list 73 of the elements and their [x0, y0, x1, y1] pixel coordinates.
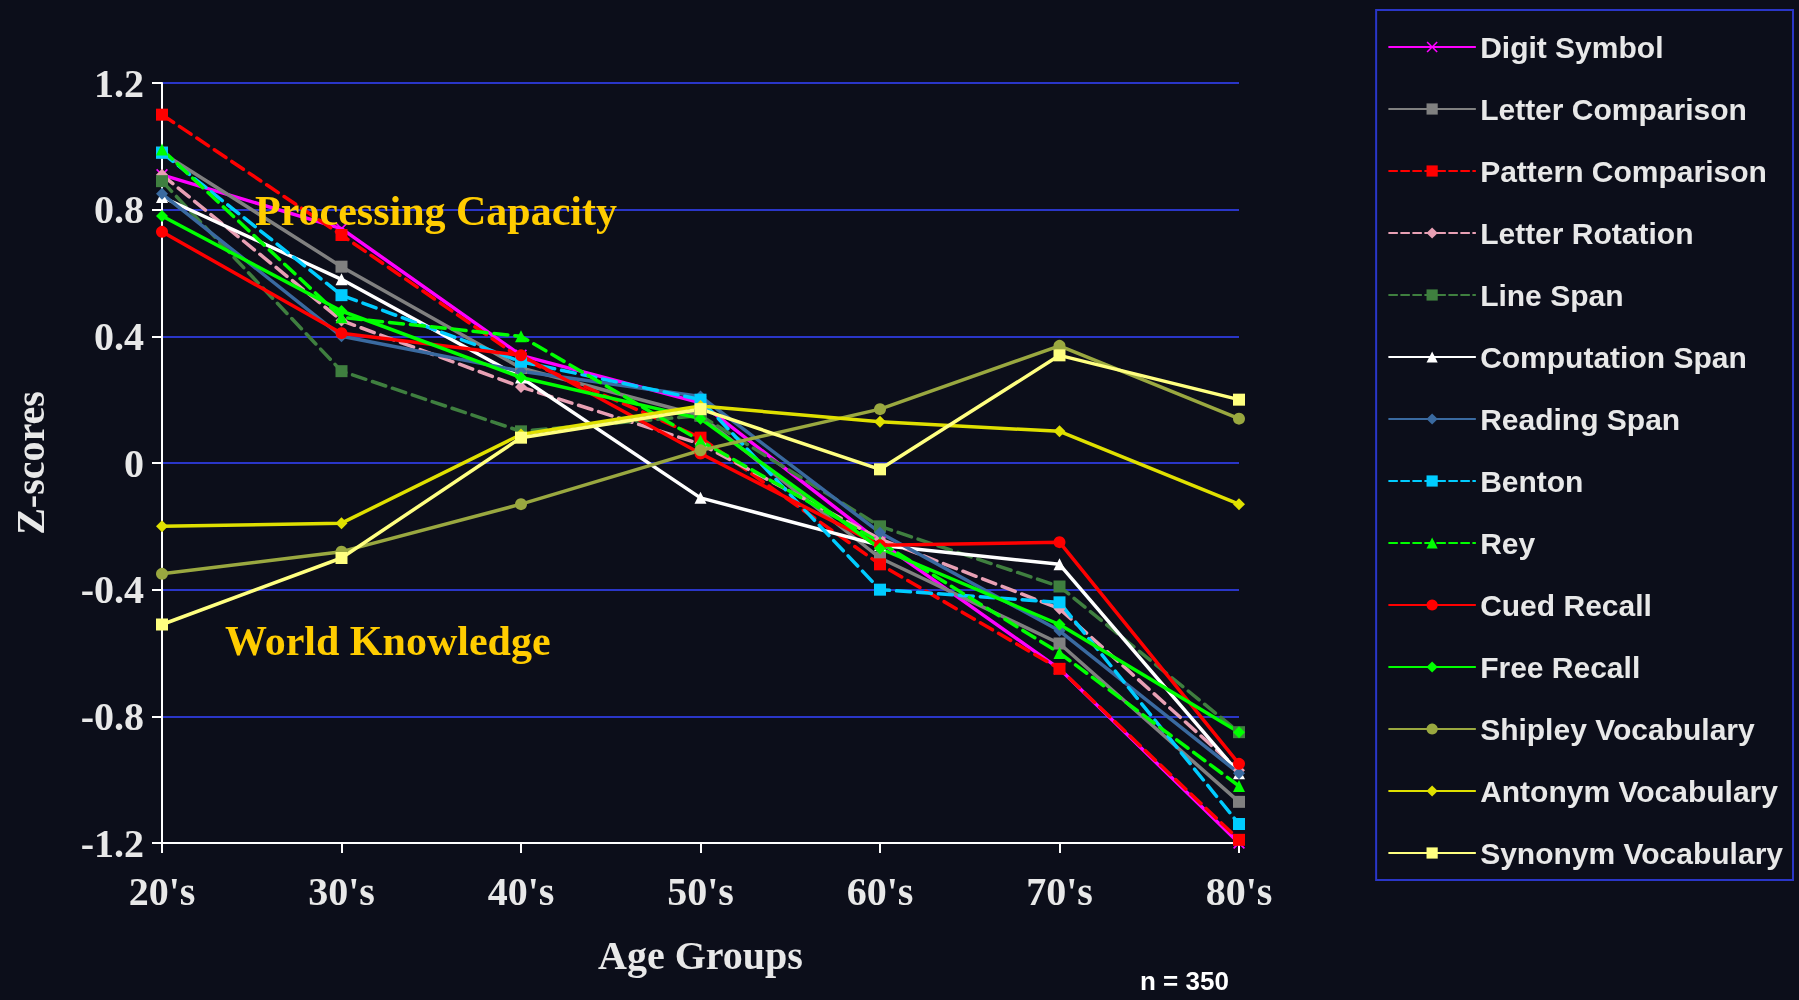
point	[1053, 558, 1066, 571]
x-tick-label: 30's	[308, 868, 375, 914]
point	[515, 330, 527, 343]
legend-label: Cued Recall	[1480, 588, 1652, 622]
point	[1053, 536, 1066, 549]
point	[874, 526, 886, 539]
point	[156, 108, 168, 121]
point	[1053, 349, 1066, 362]
legend-label: Free Recall	[1480, 650, 1641, 684]
point	[1233, 393, 1245, 406]
y-tick-label: -0.4	[80, 567, 144, 613]
annotation: World Knowledge	[225, 618, 551, 664]
legend-label: Letter Comparison	[1480, 92, 1747, 126]
point	[1053, 596, 1066, 609]
x-tick-label: 50's	[667, 868, 734, 914]
x-axis-title: Age Groups	[598, 932, 803, 978]
y-tick-label: -0.8	[80, 693, 144, 739]
x-tick-label: 20's	[128, 868, 196, 914]
legend-label: Digit Symbol	[1480, 30, 1664, 64]
point	[1053, 618, 1066, 631]
legend-label: Rey	[1480, 526, 1536, 560]
point	[1233, 412, 1245, 425]
point	[1053, 580, 1066, 593]
y-tick-label: -1.2	[80, 820, 144, 866]
point	[515, 498, 527, 511]
point	[156, 210, 168, 222]
x-tick-label: 80's	[1205, 868, 1273, 914]
legend-label: Synonym Vocabulary	[1480, 836, 1784, 870]
point	[335, 552, 348, 564]
x-tick-label: 70's	[1026, 868, 1093, 914]
point	[1053, 425, 1066, 438]
point	[874, 415, 886, 428]
legend-label: Antonym Vocabulary	[1480, 774, 1779, 808]
point	[694, 491, 707, 504]
point	[335, 273, 348, 286]
point	[156, 520, 168, 533]
legend-label: Line Span	[1480, 278, 1624, 312]
point	[1233, 780, 1245, 792]
point	[156, 225, 168, 238]
legend-label: Pattern Comparison	[1480, 154, 1767, 188]
point	[874, 463, 886, 476]
legend-label: Shipley Vocabulary	[1480, 712, 1755, 746]
point	[156, 567, 168, 580]
legend-label: Reading Span	[1480, 402, 1681, 436]
text: n = 350	[1140, 966, 1229, 996]
point	[335, 305, 348, 317]
point	[335, 289, 348, 302]
point	[335, 260, 348, 273]
point	[1053, 647, 1066, 659]
point	[1233, 795, 1245, 808]
y-tick-label: 0	[124, 440, 144, 486]
point	[874, 403, 886, 416]
point	[1233, 818, 1245, 830]
y-axis-title: Z-scores	[7, 391, 53, 535]
y-tick-label: 0.8	[94, 187, 144, 233]
point	[335, 365, 348, 378]
legend-label: Benton	[1480, 464, 1584, 498]
point	[694, 403, 707, 416]
x-tick-label: 40's	[487, 868, 555, 914]
x-tick-label: 60's	[846, 868, 914, 914]
point	[874, 558, 886, 571]
point	[156, 175, 168, 188]
point	[874, 583, 886, 596]
point	[156, 618, 168, 631]
legend-label: Letter Rotation	[1480, 216, 1694, 250]
point	[1053, 637, 1066, 650]
point	[1233, 498, 1245, 511]
y-tick-label: 0.4	[94, 313, 144, 359]
point	[1233, 757, 1245, 770]
y-tick-label: 1.2	[94, 60, 144, 106]
legend-label: Computation Span	[1480, 340, 1747, 374]
point	[1233, 833, 1245, 846]
point	[156, 187, 168, 200]
